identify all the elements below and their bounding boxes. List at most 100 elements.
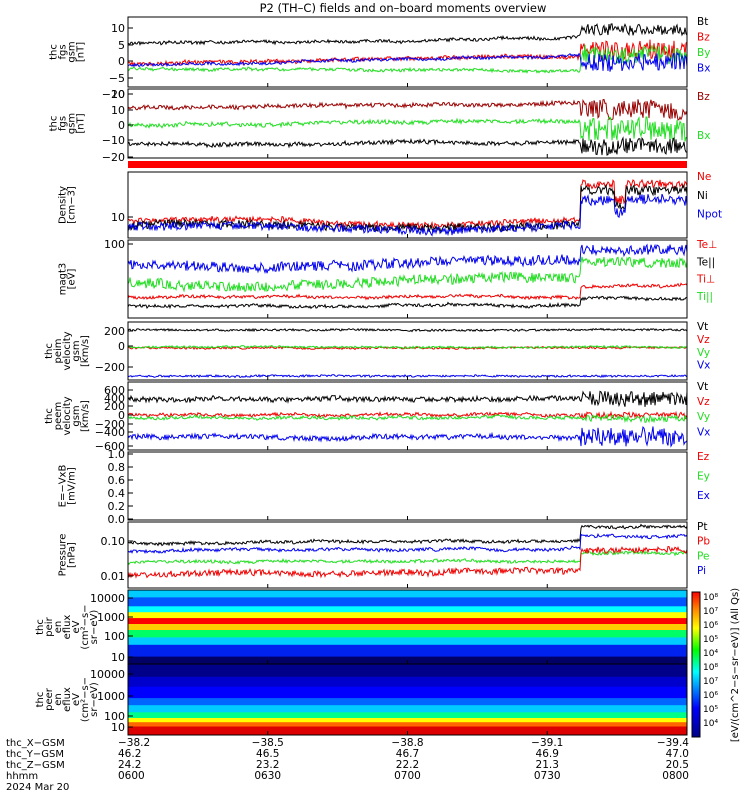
legend-vx: Vx (697, 360, 710, 372)
x-value-label: 22.2 (396, 759, 419, 771)
legend-vy: Vy (697, 347, 710, 359)
spectrum-band (128, 612, 687, 619)
x-row-label: 2024 Mar 20 (6, 782, 69, 793)
y-tick-label: 10 (111, 721, 125, 734)
legend-ni: Ni (697, 190, 708, 202)
legend-ez: Ez (697, 451, 710, 463)
x-value-label: −38.2 (118, 737, 150, 749)
y-axis-label: (cm²−s− (80, 604, 91, 649)
y-tick-label: 1000 (97, 690, 125, 703)
colorbar-scale (691, 591, 701, 738)
y-tick-label: −200 (95, 418, 125, 431)
pb-trace (127, 545, 688, 579)
y-axis-label: gsm (71, 340, 82, 361)
x-value-label: 0700 (394, 770, 421, 782)
y-tick-label: 100 (104, 238, 125, 251)
y-axis-label: [nPa] (67, 542, 78, 568)
y-tick-label: 0.4 (108, 487, 126, 500)
panel-frame (127, 521, 688, 589)
y-tick-label: 0.2 (108, 500, 126, 513)
spectrum-band (128, 676, 687, 688)
bx-trace (127, 51, 688, 72)
legend-ne: Ne (697, 171, 711, 183)
bx-trace (127, 116, 688, 142)
y-tick-label: 5 (118, 39, 125, 52)
legend-vy: Vy (697, 411, 710, 423)
legend-vx: Vx (697, 426, 710, 438)
panel-density: 10 Density[cm−3] Ne Ni Npot (58, 171, 722, 239)
npot-trace (127, 193, 688, 237)
y-axis-label: magt3 (58, 263, 69, 296)
legend-bz: Bz (697, 32, 710, 44)
spectrum-band (128, 718, 687, 723)
vt-trace (127, 390, 688, 408)
y-tick-label: −200 (95, 361, 125, 374)
legend-ti: Ti⊥ (696, 274, 715, 286)
bz-trace (127, 39, 688, 67)
y-axis-label: peer (44, 687, 55, 711)
y-axis-label: [cm−3] (67, 186, 78, 224)
spectrum-band (128, 597, 687, 607)
bz-trace (127, 98, 688, 121)
colorbar-tick-label: 10⁶ (703, 691, 718, 701)
x-value-label: 21.3 (536, 759, 559, 771)
y-axis-label: gsm (67, 113, 78, 134)
x-value-label: 47.0 (666, 748, 689, 760)
y-tick-label: 400 (104, 392, 125, 405)
colorbar: 10⁸ 10⁷ 10⁶ 10⁵ 10⁴ 10⁸ 10⁷ 10⁶ 10⁵ 10⁴ [eV/(cm^2−… (691, 588, 741, 742)
legend-vt: Vt (697, 381, 708, 393)
y-tick-label: 600 (104, 384, 125, 397)
y-axis-label: [km/s] (80, 400, 91, 432)
x-value-label: 23.2 (256, 759, 279, 771)
y-tick-label: 10000 (90, 592, 125, 605)
legend-te: Te|| (696, 256, 715, 268)
y-tick-label: 0 (118, 340, 125, 353)
spectrum-band (128, 686, 687, 699)
y-tick-label: −20 (102, 151, 125, 164)
legend-vt: Vt (697, 321, 708, 333)
spectrum-band (128, 644, 687, 658)
x-value-label: 46.2 (118, 748, 141, 760)
panels-group: 1050−5−10thcfgsgsm[nT]BtBzByBx20100−10−2… (35, 16, 722, 736)
y-tick-label: 10 (111, 651, 125, 664)
y-tick-label: −600 (95, 440, 125, 453)
y-tick-label: 200 (104, 325, 125, 338)
y-tick-label: 0 (118, 119, 125, 132)
y-axis-label: en (53, 693, 64, 706)
y-tick-label: 0.8 (108, 461, 126, 474)
legend-vz: Vz (697, 396, 710, 408)
y-tick-label: 10000 (90, 668, 125, 681)
colorbar-tick-label: 10⁸ (703, 663, 718, 673)
y-axis-label: [nT] (76, 42, 87, 62)
y-tick-label: 0 (118, 55, 125, 68)
x-value-label: −38.5 (252, 737, 284, 749)
legend-pi: Pi (697, 565, 706, 577)
y-tick-label: 10 (111, 22, 125, 35)
spectrum-band (128, 606, 687, 613)
pi-trace (127, 532, 688, 554)
legend-bt: Bt (697, 16, 708, 28)
y-axis-label: thc (44, 343, 55, 359)
y-tick-label: 0.10 (101, 535, 126, 548)
y-tick-label: 20 (111, 88, 125, 101)
chart-title: P2 (TH–C) fields and on–board moments ov… (260, 1, 547, 15)
by-trace (127, 44, 688, 74)
spectrum-band (128, 637, 687, 646)
y-tick-label: 10 (111, 104, 125, 117)
y-axis-label: velocity (62, 396, 73, 435)
y-axis-label: [km/s] (80, 335, 91, 367)
y-axis-label: thc (44, 408, 55, 424)
panel-efield: 1.00.80.60.40.20.0 E=−VxB[mV/m] Ez Ey Ex (58, 448, 710, 526)
vx-trace (127, 426, 688, 448)
y-tick-label: −400 (95, 426, 125, 439)
y-tick-label: −10 (102, 134, 125, 147)
y-axis-label: en (53, 621, 64, 634)
spectrum-band (128, 698, 687, 706)
y-tick-label: 0.0 (108, 513, 126, 526)
legend-vz: Vz (697, 334, 710, 346)
spectrum-band (128, 712, 687, 719)
colorbar-tick-label: 10⁷ (703, 607, 718, 617)
